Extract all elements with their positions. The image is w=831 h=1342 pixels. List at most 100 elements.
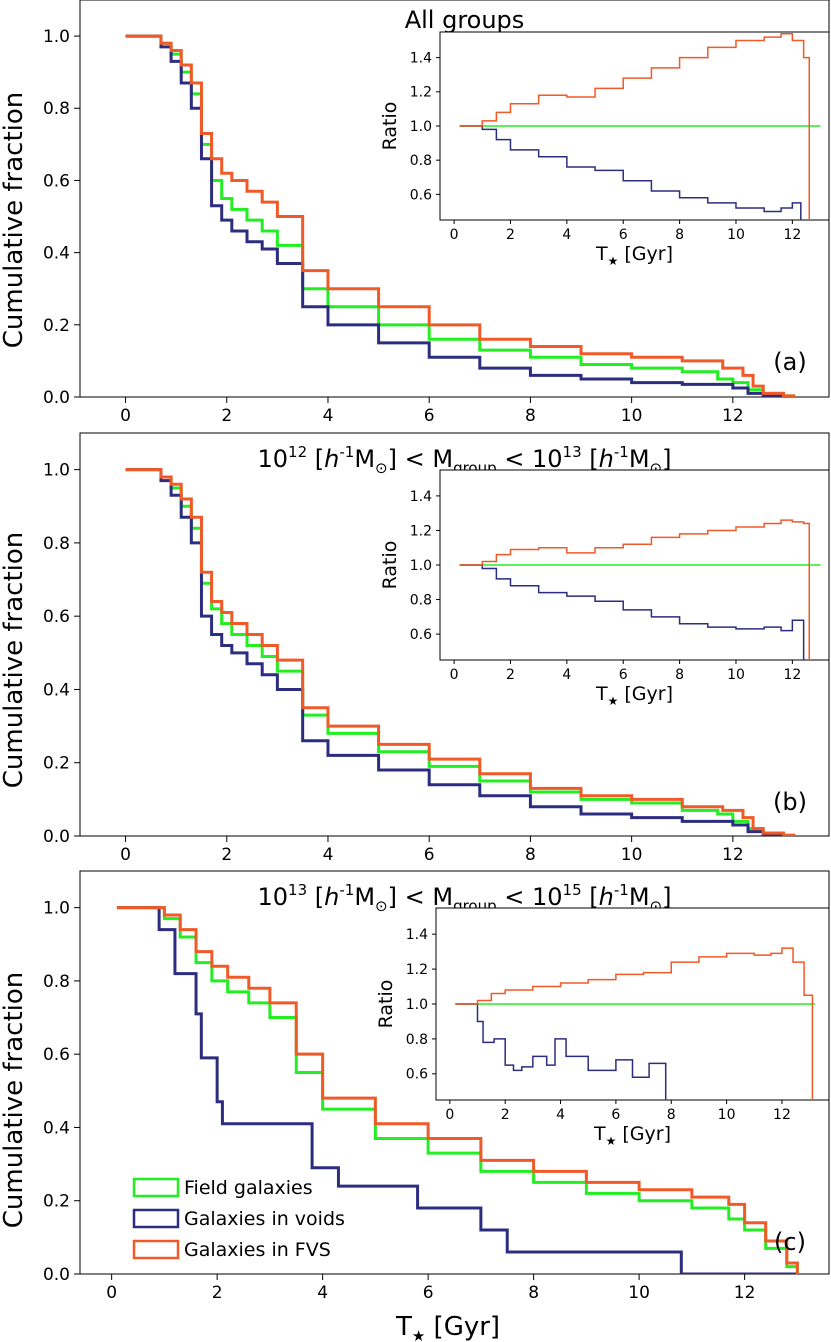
x-axis-label: T★ [Gyr] [395, 1312, 500, 1342]
inset-b: 0 2 4 6 8 10 12 0.6 0.8 1.0 1.2 1.4 T★ [Gyr] Ratio [379, 469, 830, 708]
inset-y-label: Ratio [379, 541, 401, 590]
inset-a-xtick-label: 0 [450, 227, 459, 243]
inset-y-label: Ratio [379, 102, 401, 151]
inset-b-xtick-label: 8 [675, 667, 684, 683]
inset-c-ytick-label: 0.8 [406, 1032, 428, 1048]
panel-a-xtick-label: 12 [722, 406, 744, 426]
panel-title: All groups [405, 6, 525, 34]
inset-b-ytick-label: 1.2 [410, 523, 432, 539]
panel-c-xtick-label: 8 [528, 1283, 539, 1303]
panel-a-xtick-label: 2 [221, 406, 232, 426]
inset-b-xtick-label: 2 [506, 667, 515, 683]
panel-a-ytick-label: 0.8 [43, 99, 70, 119]
inset-c-ytick-label: 1.2 [406, 962, 428, 978]
inset-c-ytick-label: 1.0 [406, 997, 428, 1013]
panel-c-ytick-label: 0.8 [43, 972, 70, 992]
panel-a-xtick-label: 6 [424, 406, 435, 426]
panel-label: (a) [773, 348, 806, 376]
inset-c-series-2 [455, 947, 814, 1100]
inset-a-xtick-label: 4 [562, 227, 571, 243]
panel-label: (c) [774, 1228, 806, 1256]
panel-a-series-1 [125, 34, 785, 397]
panel-b-ytick-label: 0.4 [43, 680, 70, 700]
inset-x-label: T★ [Gyr] [595, 243, 673, 268]
legend-swatch-fvs [132, 1239, 180, 1260]
panel-b-xtick-label: 2 [221, 845, 232, 865]
panel-c-ytick-label: 0.4 [43, 1118, 70, 1138]
inset-a-xtick-label: 12 [783, 227, 801, 243]
legend-swatch-voids [132, 1208, 180, 1229]
inset-c-xtick-label: 6 [611, 1107, 620, 1123]
panel-a-xtick-label: 10 [621, 406, 643, 426]
panel-b-ytick-label: 0.0 [43, 827, 70, 847]
panel-c-ytick-label: 0.2 [43, 1192, 70, 1212]
inset-x-label: T★ [Gyr] [595, 683, 673, 708]
panel-a: 0 2 4 6 8 10 12 0.0 0.2 0.4 0.6 0.8 1.0 All groups (a)… [43, 0, 830, 426]
inset-b-ytick-label: 0.8 [410, 592, 432, 608]
inset-x-label: T★ [Gyr] [593, 1123, 671, 1148]
panel-c-series-1 [116, 906, 798, 1274]
panel-b-xtick-label: 0 [120, 845, 131, 865]
inset-b-ytick-label: 1.0 [410, 558, 432, 574]
panel-a-xtick-label: 8 [525, 406, 536, 426]
legend-label-voids: Galaxies in voids [184, 1208, 345, 1230]
panel-c-xtick-label: 2 [212, 1283, 223, 1303]
inset-b-xtick-label: 10 [727, 667, 745, 683]
inset-a-xtick-label: 2 [506, 227, 515, 243]
panel-c-xtick-label: 12 [734, 1283, 756, 1303]
panel-b: 0 2 4 6 8 10 12 0.0 0.2 0.4 0.6 0.8 1.0 1012 [h-1M⊙] … [43, 432, 830, 865]
y-axis-label-b: Cumulative fraction [0, 532, 29, 789]
panel-title: 1013 [h-1M⊙] < Mgroup < 1015 [h-1M⊙] [258, 881, 672, 915]
inset-a-xtick-label: 6 [619, 227, 628, 243]
inset-a-series-1 [459, 125, 802, 220]
panel-a-xtick-label: 0 [120, 406, 131, 426]
inset-a-ytick-label: 0.6 [410, 187, 432, 203]
panel-b-ytick-label: 0.2 [43, 754, 70, 774]
panel-b-xtick-label: 8 [525, 845, 536, 865]
panel-a-ytick-label: 0.4 [43, 244, 70, 264]
panel-a-ytick-label: 1.0 [43, 27, 70, 47]
panel-b-xtick-label: 4 [323, 845, 334, 865]
inset-b-xtick-label: 12 [783, 667, 801, 683]
inset-c-ytick-label: 0.6 [406, 1067, 428, 1083]
panel-b-series-2 [125, 468, 796, 836]
inset-a-ytick-label: 1.4 [410, 51, 432, 67]
inset-c-ytick-label: 1.4 [406, 927, 428, 943]
panel-b-ytick-label: 0.8 [43, 534, 70, 554]
legend-swatch-field [132, 1177, 180, 1198]
panel-b-xtick-label: 6 [424, 845, 435, 865]
inset-a-ytick-label: 1.0 [410, 119, 432, 135]
inset-a-xtick-label: 10 [727, 227, 745, 243]
y-axis-label-c: Cumulative fraction [0, 972, 29, 1229]
panel-b-ytick-label: 0.6 [43, 607, 70, 627]
inset-c-xtick-label: 8 [667, 1107, 676, 1123]
panel-c-xtick-label: 10 [628, 1283, 650, 1303]
panel-a-ytick-label: 0.2 [43, 316, 70, 336]
panel-c-xtick-label: 6 [423, 1283, 434, 1303]
inset-c: 0 2 4 6 8 10 12 0.6 0.8 1.0 1.2 1.4 T★ [Gyr] Ratio [375, 907, 830, 1148]
panel-c: 0 2 4 6 8 10 12 0.0 0.2 0.4 0.6 0.8 1.0 1013 [h-1M⊙] … [43, 870, 830, 1303]
panel-c-ytick-label: 0.6 [43, 1045, 70, 1065]
inset-b-xtick-label: 4 [562, 667, 571, 683]
panel-c-ytick-label: 1.0 [43, 899, 70, 919]
panel-c-xtick-label: 0 [106, 1283, 117, 1303]
inset-c-xtick-label: 2 [501, 1107, 510, 1123]
panel-a-ytick-label: 0.6 [43, 171, 70, 191]
legend-label-fvs: Galaxies in FVS [184, 1239, 331, 1261]
panel-c-series-0 [116, 906, 799, 1274]
y-axis-label: Cumulative fraction [0, 92, 29, 349]
panel-a-xtick-label: 4 [323, 406, 334, 426]
inset-a-ytick-label: 1.2 [410, 85, 432, 101]
inset-b-series-2 [459, 519, 811, 660]
inset-b-series-1 [459, 564, 805, 660]
legend: Field galaxies Galaxies in voids Galaxie… [132, 1177, 345, 1261]
inset-b-xtick-label: 0 [450, 667, 459, 683]
panel-b-series-1 [125, 468, 785, 836]
inset-c-xtick-label: 0 [445, 1107, 454, 1123]
inset-c-series-1 [455, 1003, 667, 1100]
inset-a-ytick-label: 0.8 [410, 153, 432, 169]
panel-a-series-2 [125, 34, 796, 397]
panel-label: (b) [773, 788, 807, 816]
inset-b-ytick-label: 0.6 [410, 627, 432, 643]
inset-b-xtick-label: 6 [619, 667, 628, 683]
